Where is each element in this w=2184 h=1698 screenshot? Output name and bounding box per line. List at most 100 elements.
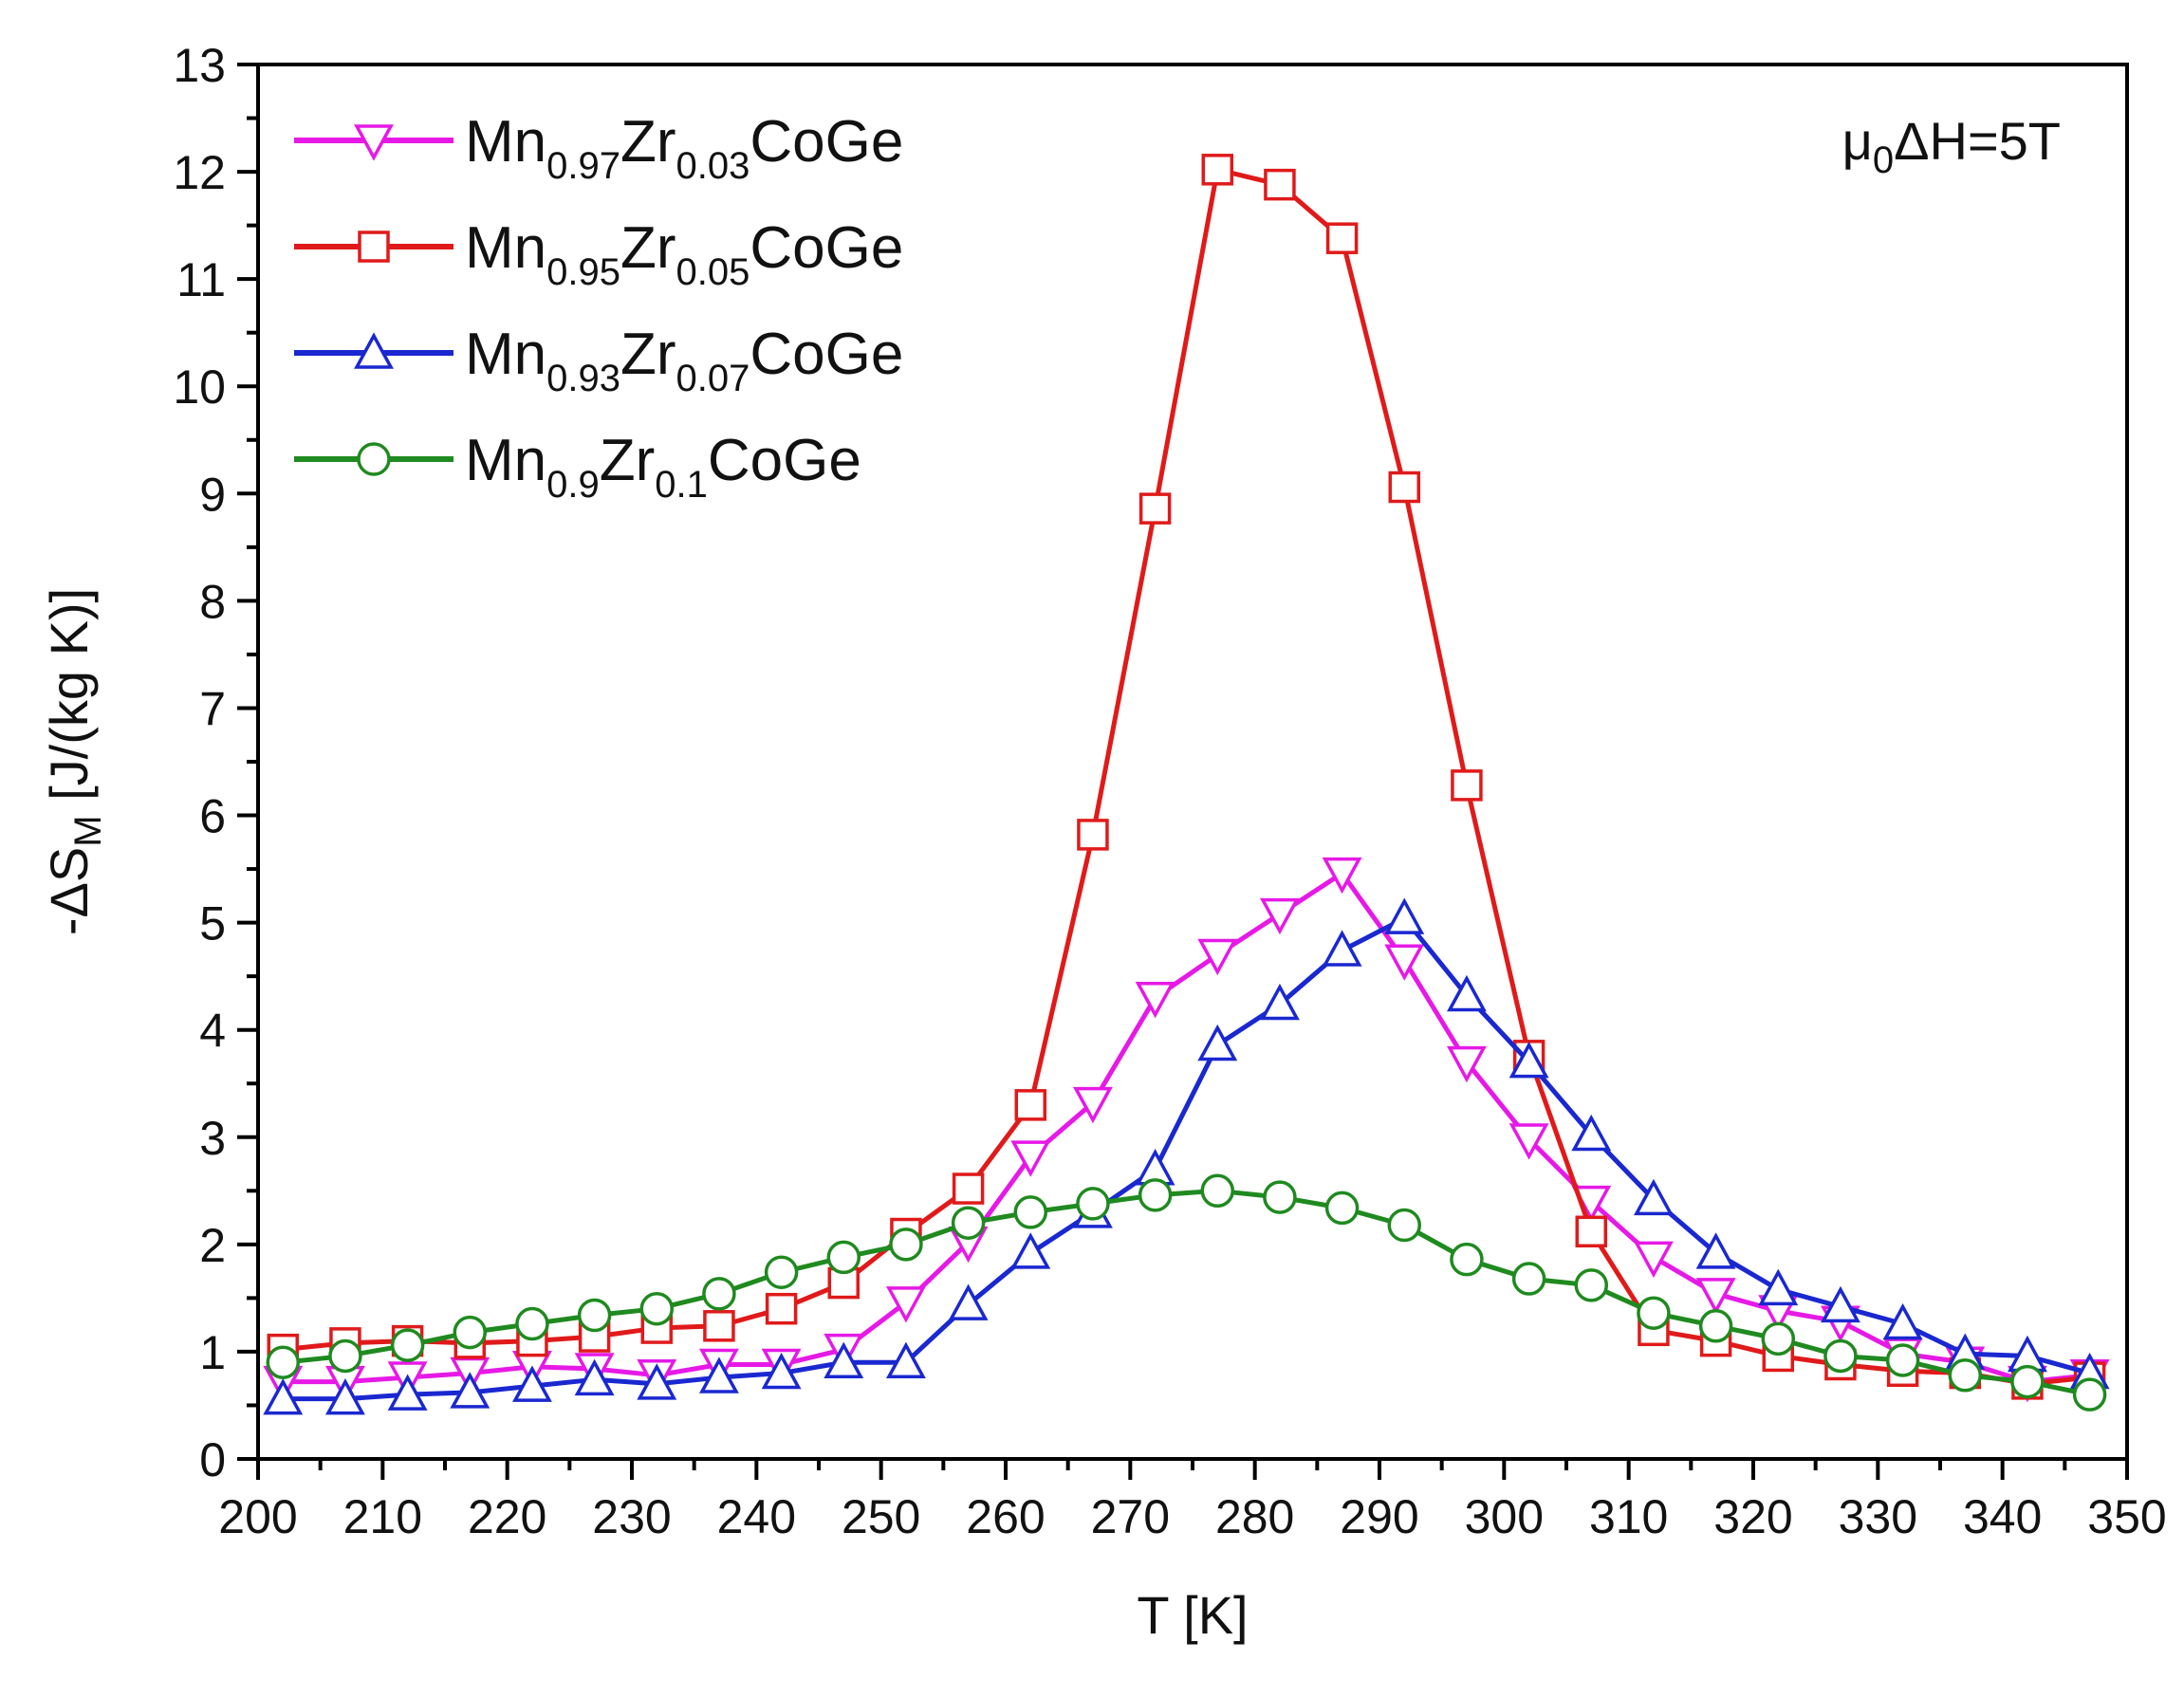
data-point bbox=[450, 1372, 490, 1409]
y-axis-title: -ΔSM [J/(kg K)] bbox=[39, 588, 109, 935]
legend-text-part: Mn bbox=[465, 322, 546, 387]
data-point bbox=[1451, 769, 1483, 802]
series-line bbox=[283, 167, 2090, 1387]
y-tick-label: 6 bbox=[199, 790, 226, 843]
data-point bbox=[826, 1240, 861, 1275]
legend-marker bbox=[358, 231, 390, 263]
data-point bbox=[637, 1363, 677, 1400]
data-point bbox=[1574, 1268, 1609, 1302]
y-title-part: [J/(kg K)] bbox=[39, 588, 99, 816]
data-point bbox=[1698, 1309, 1733, 1343]
x-tick-label: 220 bbox=[468, 1490, 546, 1543]
data-point bbox=[1076, 1187, 1110, 1221]
x-tick-label: 210 bbox=[343, 1490, 422, 1543]
data-point bbox=[1200, 1173, 1235, 1209]
data-point bbox=[1761, 1321, 1796, 1357]
data-point bbox=[1325, 222, 1359, 254]
data-point bbox=[266, 1345, 301, 1379]
data-point bbox=[1010, 1232, 1051, 1269]
x-tick-label: 200 bbox=[218, 1490, 297, 1543]
data-point bbox=[1695, 1232, 1736, 1269]
data-point bbox=[1135, 982, 1175, 1019]
data-point bbox=[765, 1292, 798, 1325]
data-point bbox=[1450, 1242, 1484, 1277]
data-point bbox=[1197, 938, 1238, 976]
data-point bbox=[948, 1283, 989, 1320]
legend-item: Mn0.9Zr0.1CoGe bbox=[294, 428, 861, 506]
data-point bbox=[889, 1227, 923, 1262]
legend-text-part: Mn bbox=[465, 215, 546, 281]
data-point bbox=[577, 1298, 612, 1333]
data-point bbox=[1264, 168, 1296, 201]
legend-label: Mn0.95Zr0.05CoGe bbox=[465, 215, 903, 293]
legend-subscript: 0.9 bbox=[546, 464, 600, 506]
data-point bbox=[1259, 983, 1300, 1021]
data-point bbox=[1201, 154, 1234, 186]
data-point bbox=[390, 1328, 425, 1362]
data-point bbox=[1948, 1358, 1983, 1393]
legend-label: Mn0.97Zr0.03CoGe bbox=[465, 109, 903, 187]
y-tick-label: 10 bbox=[173, 360, 226, 414]
legend-text-part: Zr bbox=[620, 215, 676, 281]
x-tick-label: 230 bbox=[592, 1490, 671, 1543]
data-point bbox=[1571, 1114, 1612, 1152]
field-annotation: μ0ΔH=5T bbox=[1842, 111, 2061, 181]
legend-marker bbox=[354, 332, 394, 369]
legend-label: Mn0.93Zr0.07CoGe bbox=[465, 322, 903, 399]
annotation-subscript: 0 bbox=[1873, 139, 1894, 181]
x-tick-label: 350 bbox=[2087, 1490, 2166, 1543]
x-tick-label: 250 bbox=[842, 1490, 920, 1543]
data-point bbox=[574, 1358, 615, 1396]
x-tick-label: 300 bbox=[1465, 1490, 1544, 1543]
legend-text-part: CoGe bbox=[750, 215, 903, 281]
plot-frame bbox=[256, 63, 2129, 1461]
y-tick-label: 12 bbox=[173, 146, 226, 199]
y-tick-label: 4 bbox=[199, 1005, 226, 1058]
data-point bbox=[1633, 1178, 1674, 1216]
data-point bbox=[951, 1206, 986, 1240]
data-point bbox=[824, 1341, 864, 1378]
legend-marker bbox=[354, 124, 394, 161]
x-tick-label: 260 bbox=[966, 1490, 1045, 1543]
data-point bbox=[1138, 1178, 1173, 1212]
data-point bbox=[1384, 944, 1425, 981]
legend-subscript: 0.03 bbox=[676, 145, 750, 187]
series-1 bbox=[263, 857, 2110, 1403]
legend-text-part: Zr bbox=[620, 322, 676, 387]
data-point bbox=[324, 1378, 365, 1415]
y-tick-label: 0 bbox=[199, 1433, 226, 1486]
legend-text-part: Zr bbox=[600, 428, 656, 493]
data-point bbox=[1637, 1296, 1671, 1330]
x-tick-label: 270 bbox=[1091, 1490, 1170, 1543]
data-point bbox=[1322, 857, 1362, 895]
data-point bbox=[1324, 1190, 1360, 1226]
x-tick-label: 280 bbox=[1215, 1490, 1294, 1543]
y-title-part: -ΔS bbox=[39, 847, 99, 935]
legend-item: Mn0.97Zr0.03CoGe bbox=[294, 109, 903, 187]
x-tick-label: 310 bbox=[1589, 1490, 1668, 1543]
legend-item: Mn0.93Zr0.07CoGe bbox=[294, 322, 903, 399]
series-line bbox=[283, 1188, 2091, 1397]
legend-text-part: CoGe bbox=[750, 109, 903, 175]
data-point bbox=[453, 1315, 488, 1350]
annotation-part: μ bbox=[1842, 111, 1873, 171]
legend-subscript: 0.1 bbox=[655, 464, 708, 506]
data-point bbox=[1823, 1338, 1858, 1374]
y-title-subscript: M bbox=[67, 815, 109, 846]
series-4 bbox=[266, 1173, 2107, 1412]
data-point bbox=[1508, 1123, 1549, 1160]
x-tick-label: 240 bbox=[717, 1490, 796, 1543]
data-point bbox=[1138, 492, 1172, 525]
data-point bbox=[1882, 1302, 1923, 1340]
series-layer bbox=[263, 154, 2110, 1415]
data-point bbox=[1575, 1215, 1608, 1248]
data-point bbox=[1388, 471, 1421, 504]
data-point bbox=[1259, 897, 1300, 935]
data-point bbox=[1014, 1089, 1047, 1121]
data-point bbox=[511, 1365, 552, 1402]
series-2 bbox=[267, 154, 2106, 1400]
data-point bbox=[1263, 1180, 1297, 1214]
y-tick-label: 13 bbox=[173, 39, 226, 92]
data-point bbox=[1508, 1041, 1549, 1079]
